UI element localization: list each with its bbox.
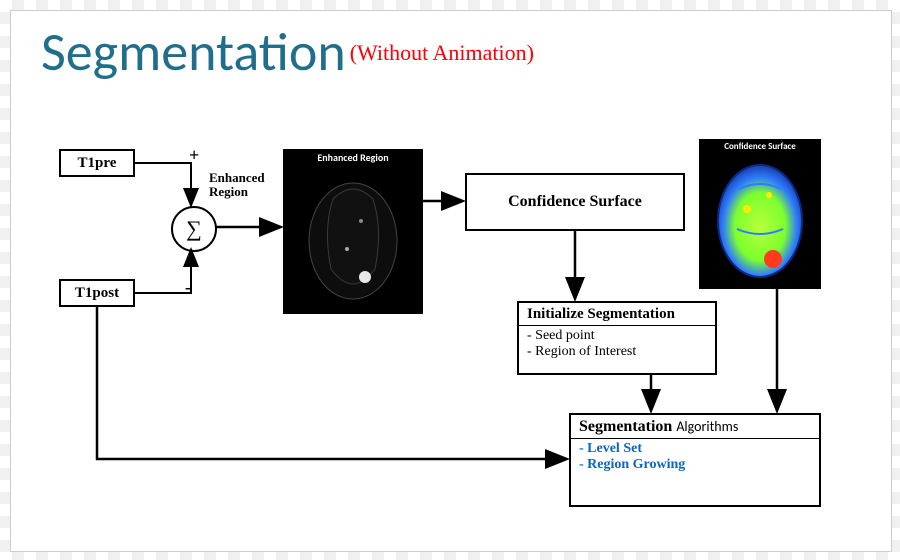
enhanced-region-label: Enhanced Region bbox=[209, 171, 265, 200]
t1post-label: T1post bbox=[75, 285, 119, 302]
segmentation-algorithms-box: Segmentation Algorithms - Level Set - Re… bbox=[569, 413, 821, 507]
init-item: - Seed point bbox=[527, 328, 707, 344]
brain-mri-icon bbox=[283, 149, 423, 314]
title-subtitle: (Without Animation) bbox=[350, 40, 534, 65]
alg-header-a: Segmentation bbox=[579, 418, 672, 435]
slide-canvas: Segmentation (Without Animation) T1pre T… bbox=[10, 10, 892, 552]
alg-item: - Level Set bbox=[579, 441, 811, 457]
alg-item: - Region Growing bbox=[579, 457, 811, 473]
divider bbox=[519, 325, 715, 326]
confidence-surface-box: Confidence Surface bbox=[465, 173, 685, 231]
initialize-segmentation-box: Initialize Segmentation - Seed point - R… bbox=[517, 301, 717, 375]
alg-header: Segmentation Algorithms bbox=[579, 418, 811, 436]
confidence-surface-caption: Confidence Surface bbox=[699, 141, 821, 152]
confidence-surface-image: Confidence Surface bbox=[699, 139, 821, 289]
title-line: Segmentation (Without Animation) bbox=[41, 19, 534, 85]
confidence-surface-label: Confidence Surface bbox=[508, 193, 642, 211]
node-t1post: T1post bbox=[59, 279, 135, 307]
node-t1pre: T1pre bbox=[59, 149, 135, 177]
init-item: - Region of Interest bbox=[527, 344, 707, 360]
t1pre-label: T1pre bbox=[78, 155, 117, 172]
enhanced-region-caption: Enhanced Region bbox=[283, 151, 423, 164]
heatmap-brain-icon bbox=[699, 139, 821, 289]
init-header: Initialize Segmentation bbox=[527, 306, 707, 323]
minus-label: - bbox=[185, 277, 191, 298]
plus-label: + bbox=[189, 145, 199, 166]
sigma-node: ∑ bbox=[171, 206, 217, 252]
sigma-symbol: ∑ bbox=[186, 216, 202, 242]
alg-header-b: Algorithms bbox=[676, 418, 738, 435]
divider bbox=[571, 438, 819, 439]
enhanced-region-image: Enhanced Region bbox=[283, 149, 423, 314]
title-main: Segmentation bbox=[41, 19, 346, 85]
